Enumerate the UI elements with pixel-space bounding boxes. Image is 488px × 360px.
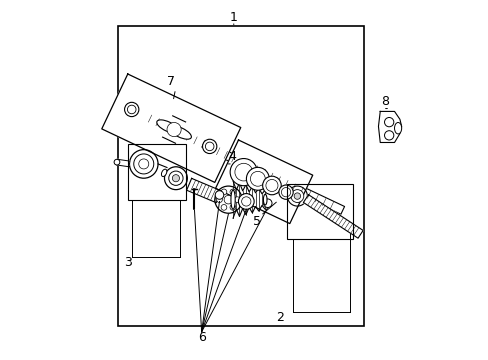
Circle shape [215,191,224,199]
Text: 6: 6 [197,331,205,344]
Text: 3: 3 [124,256,132,269]
Text: 4: 4 [227,150,235,163]
Circle shape [164,167,187,190]
Text: 2: 2 [276,311,284,324]
Text: 8: 8 [381,95,389,108]
Polygon shape [116,159,130,167]
Circle shape [262,176,281,195]
Circle shape [265,179,277,192]
Circle shape [384,131,393,140]
Circle shape [238,194,254,209]
Text: 5: 5 [252,215,261,228]
Circle shape [202,139,216,154]
Circle shape [172,175,179,182]
Circle shape [216,197,222,203]
Polygon shape [137,110,344,214]
Ellipse shape [263,194,266,205]
Circle shape [168,171,183,185]
Bar [287,184,353,239]
Circle shape [290,190,303,203]
Polygon shape [215,140,312,224]
Circle shape [250,171,264,186]
Circle shape [278,185,293,199]
Circle shape [129,150,158,178]
Circle shape [263,199,271,207]
Ellipse shape [394,122,401,134]
Polygon shape [303,195,363,238]
Circle shape [246,167,269,190]
Polygon shape [186,178,221,203]
Bar [128,144,185,200]
Circle shape [287,186,307,206]
Circle shape [114,159,120,165]
Circle shape [234,197,240,203]
Ellipse shape [169,126,191,139]
Ellipse shape [161,169,166,176]
Circle shape [205,142,214,151]
Circle shape [234,163,252,181]
Ellipse shape [230,190,235,209]
Circle shape [127,105,136,114]
Circle shape [167,122,181,136]
Circle shape [139,159,148,169]
Circle shape [230,158,257,186]
Circle shape [281,188,290,197]
Circle shape [221,204,226,210]
Circle shape [229,204,235,210]
Circle shape [221,189,226,195]
Circle shape [224,195,232,204]
Ellipse shape [157,120,178,133]
Text: 7: 7 [167,75,175,88]
Circle shape [134,154,153,174]
Bar [118,26,364,327]
Polygon shape [378,111,401,143]
Circle shape [214,186,242,213]
Polygon shape [102,74,240,183]
Circle shape [384,117,393,127]
Text: 1: 1 [229,11,237,24]
Circle shape [294,193,300,199]
Circle shape [124,102,139,117]
Circle shape [229,189,235,195]
Circle shape [241,197,250,206]
